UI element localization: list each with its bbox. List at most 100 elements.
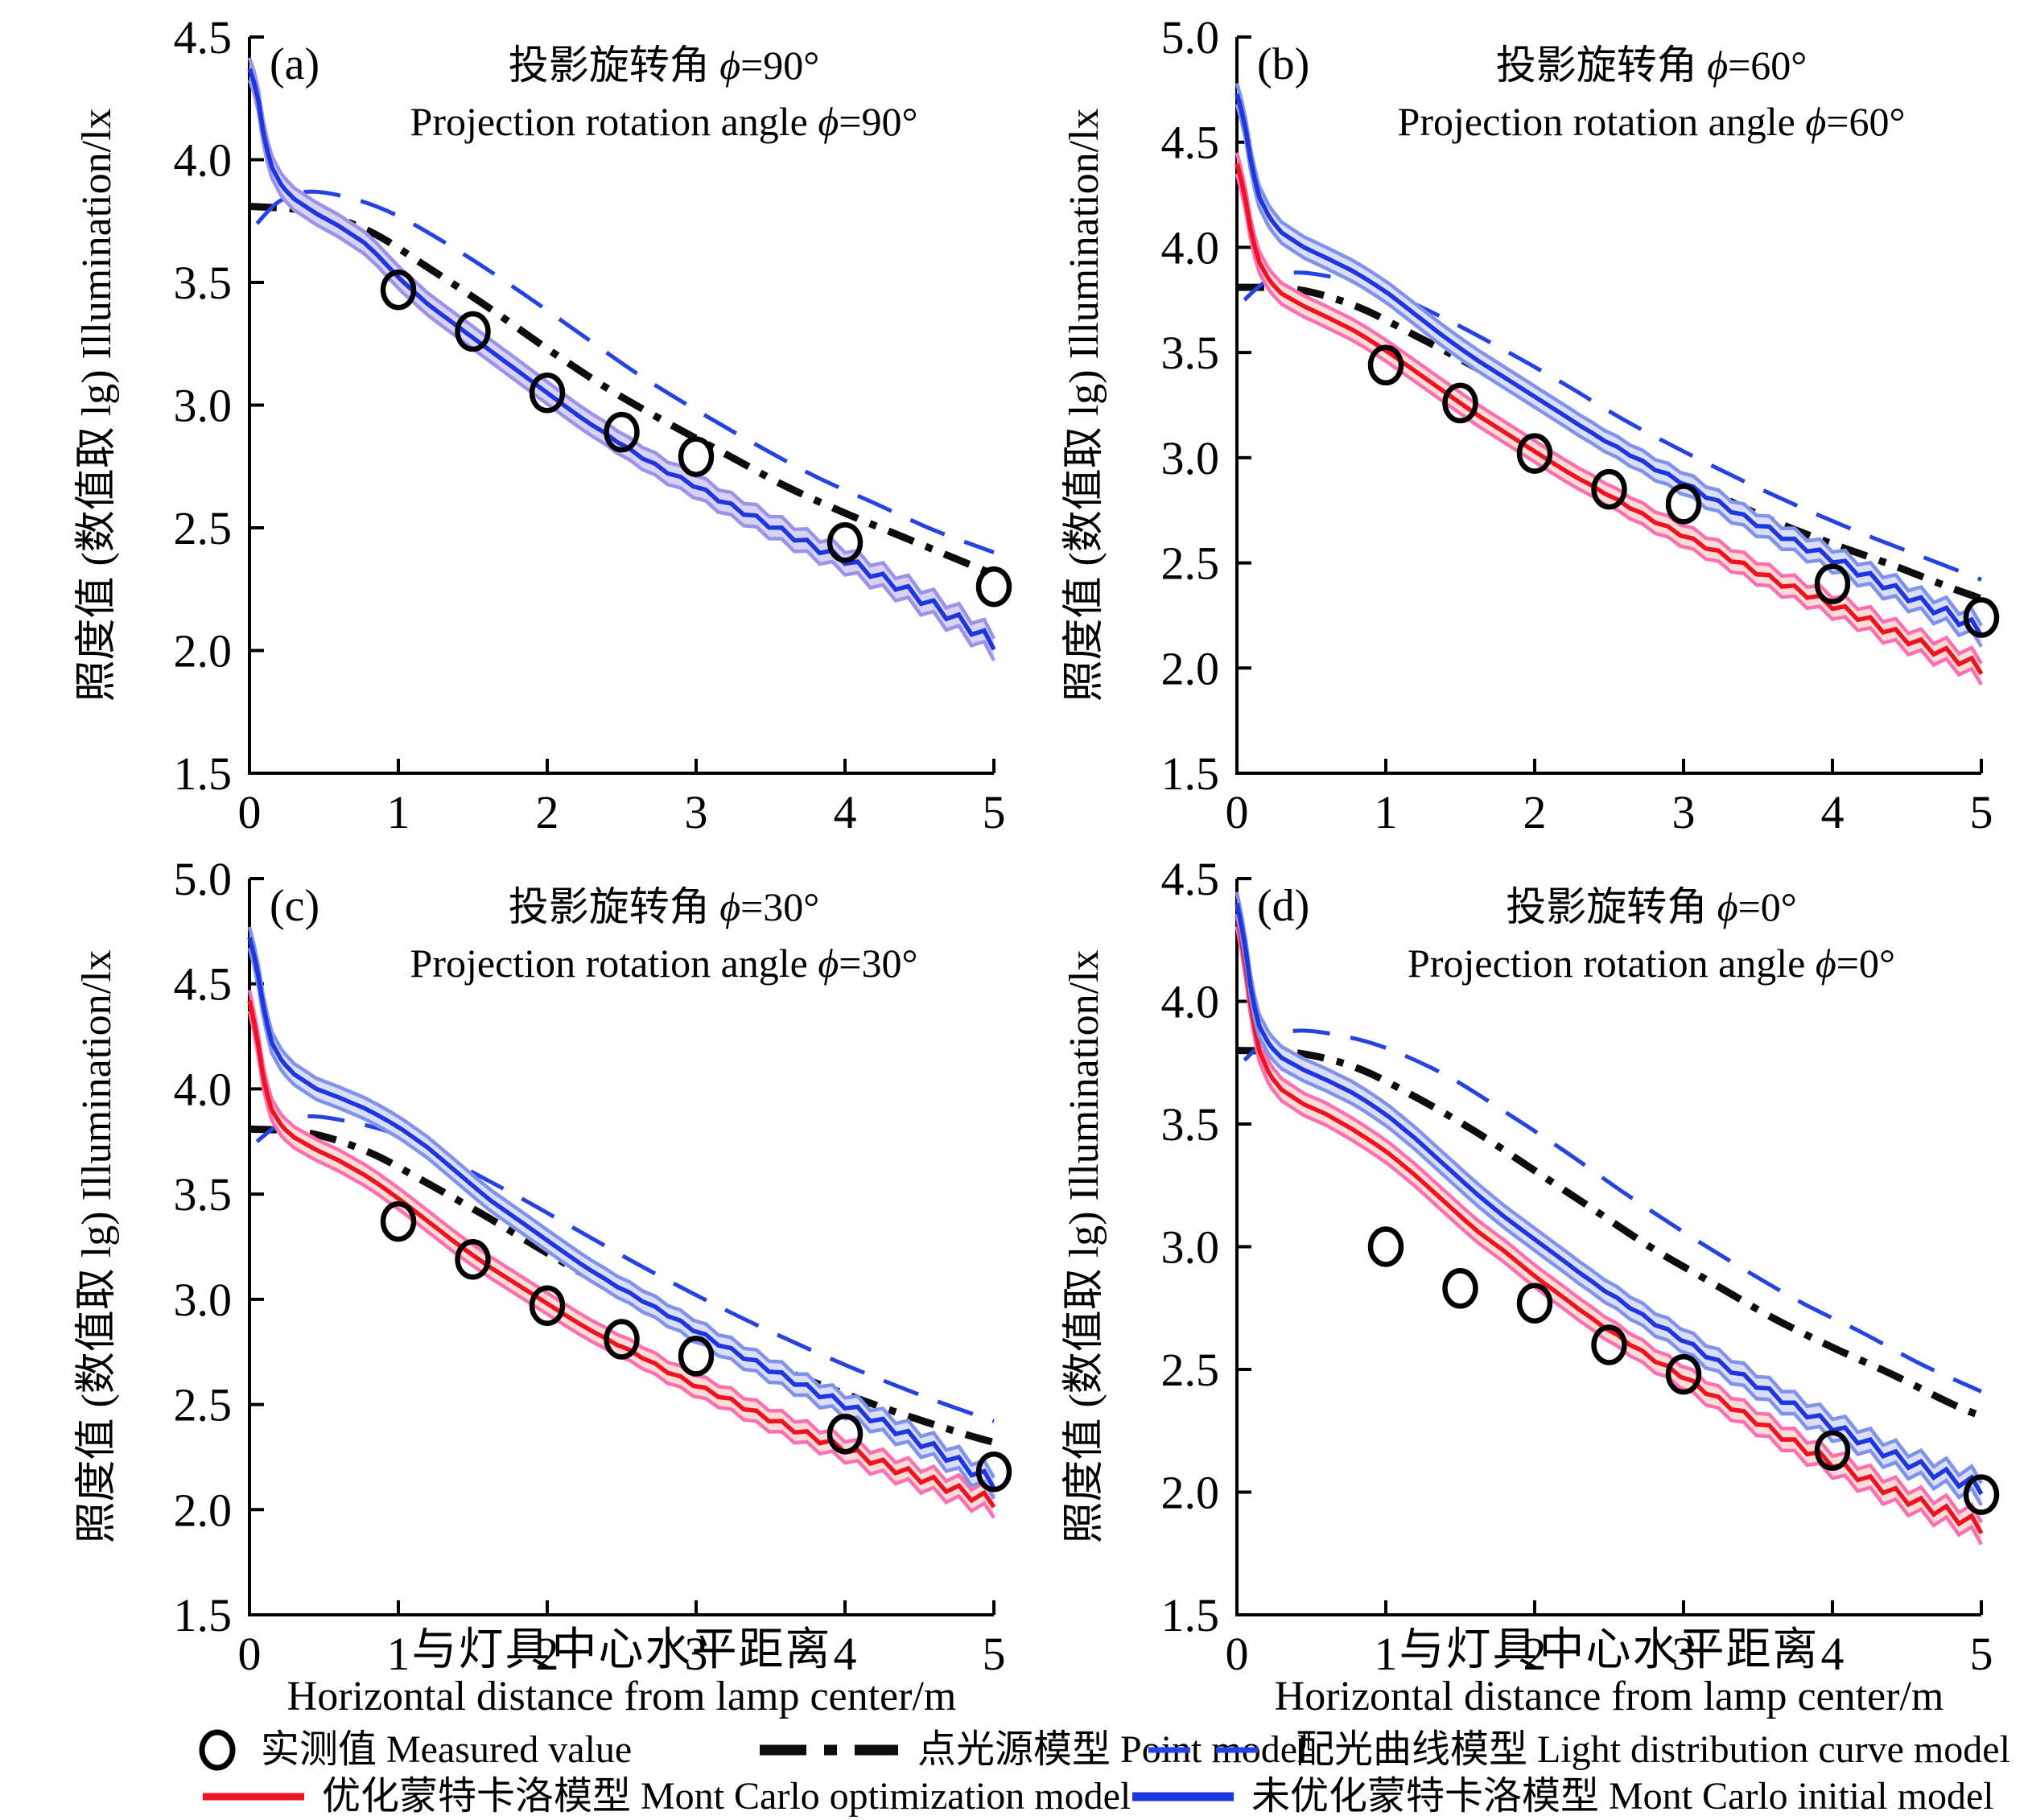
panel-title-zh: 投影旋转角 ϕ=60° [1496, 43, 1807, 88]
y-tick-label: 4.5 [174, 958, 233, 1011]
mc-optimized-band-bottom [1235, 926, 1983, 1546]
legend-label-mc-initial: 未优化蒙特卡洛模型 Mont Carlo initial model [1251, 1775, 1994, 1818]
x-tick-label: 0 [1226, 786, 1249, 838]
y-tick-label: 3.0 [174, 380, 233, 432]
blue-solid-line-icon [1132, 1792, 1234, 1801]
measured-circle-icon [199, 1729, 236, 1771]
point-model-line [249, 202, 995, 579]
legend-item-mc-initial: 未优化蒙特卡洛模型 Mont Carlo initial model [1131, 1773, 1994, 1820]
x-tick-label: 5 [1970, 1628, 1993, 1680]
chart-panel-c: 1.5 2.0 2.5 3.0 3.5 4.0 4.5 5.0 0 1 2 3 4 5 照度值 (数值取 l… [74, 853, 1012, 1680]
panel-letter: (a) [270, 39, 319, 89]
measured-point [1814, 1430, 1851, 1471]
legend-item-dist-model: 配光曲线模型 Light distribution curve model [1147, 1727, 2010, 1773]
x-axis-title-en-left: Horizontal distance from lamp center/m [286, 1674, 957, 1719]
measured-point [826, 522, 864, 563]
y-tick-label: 4.5 [1161, 853, 1220, 905]
measured-point [1516, 433, 1553, 474]
y-tick-label: 2.0 [174, 1484, 233, 1536]
y-tick-label: 2.0 [1161, 642, 1220, 694]
y-axis-title: 照度值 (数值取 lg) Illumination/lx [1061, 108, 1107, 702]
measured-point [975, 1451, 1012, 1493]
legend-item-mc-optimized: 优化蒙特卡洛模型 Mont Carlo optimization model [201, 1773, 1131, 1820]
red-solid-line-icon [203, 1793, 304, 1801]
dist-model-line [1243, 1028, 1983, 1394]
mc-initial-band-top [1235, 891, 1983, 1484]
panel-title-zh: 投影旋转角 ϕ=90° [509, 43, 820, 88]
x-tick-label: 5 [983, 1628, 1006, 1680]
axes [248, 877, 995, 1616]
y-tick-label: 4.5 [1161, 117, 1220, 169]
measured-point [1665, 1353, 1702, 1395]
mc-initial-band-top [1235, 82, 1983, 627]
measured-point [678, 436, 715, 477]
measured-point [826, 1413, 864, 1455]
y-tick-label: 3.0 [174, 1274, 233, 1326]
x-tick-label: 2 [1523, 1628, 1547, 1680]
panel-title-zh: 投影旋转角 ϕ=30° [509, 884, 820, 929]
measured-point [604, 1319, 640, 1360]
mc-optimized-line [1235, 163, 1984, 676]
y-tick-label: 2.5 [1161, 537, 1220, 590]
legend-label-mc-optimized: 优化蒙特卡洛模型 Mont Carlo optimization model [322, 1775, 1131, 1818]
x-tick-label: 3 [685, 1628, 708, 1680]
panel-letter: (d) [1257, 881, 1309, 931]
measured-point [380, 269, 417, 311]
y-axis-title: 照度值 (数值取 lg) Illumination/lx [74, 949, 120, 1543]
mc-initial-band-top [247, 926, 995, 1479]
axes [1235, 877, 1983, 1616]
y-tick-label: 2.0 [1161, 1467, 1220, 1519]
measured-point [604, 411, 640, 453]
mc-optimized-band [249, 990, 994, 1518]
measured-point [529, 1285, 566, 1326]
mc-initial-band-top [247, 57, 996, 640]
y-tick-label: 1.5 [1161, 1589, 1220, 1641]
legend-item-measured: 实测值 Measured value [192, 1727, 632, 1773]
measured-point [678, 1336, 715, 1377]
y-tick-label: 4.0 [174, 134, 233, 187]
y-tick-label: 1.5 [174, 1589, 233, 1641]
point-model-line [249, 1125, 995, 1446]
measured-point [1367, 1226, 1404, 1267]
dist-model-line [1243, 270, 1982, 582]
measured-point [975, 566, 1012, 607]
mc-optimized-band-bottom [247, 1011, 995, 1519]
x-tick-label: 0 [1226, 1628, 1249, 1680]
panel-title-en: Projection rotation angle ϕ=90° [410, 99, 918, 144]
y-tick-label: 4.0 [174, 1063, 233, 1115]
axes [248, 35, 995, 775]
y-tick-label: 3.5 [174, 1168, 233, 1221]
panel-title-en: Projection rotation angle ϕ=0° [1408, 941, 1895, 986]
x-tick-label: 3 [1672, 1628, 1696, 1680]
mc-initial-line [247, 937, 996, 1489]
x-tick-label: 1 [1375, 786, 1398, 838]
dist-model-line [255, 189, 995, 554]
measured-point [1516, 1283, 1553, 1324]
mc-initial-band [249, 927, 994, 1499]
y-tick-label: 5.0 [1161, 11, 1220, 64]
x-tick-label: 4 [1821, 1628, 1845, 1680]
measured-point [380, 1200, 417, 1242]
mc-initial-band-bottom [1235, 913, 1983, 1506]
y-tick-label: 4.0 [1161, 976, 1220, 1028]
x-tick-label: 4 [834, 1628, 857, 1680]
panel-title-zh: 投影旋转角 ϕ=0° [1506, 884, 1797, 929]
x-axis-title-zh-right: 与灯具中心水平距离 [1399, 1625, 1820, 1675]
y-tick-label: 3.0 [1161, 432, 1220, 484]
panel-title-en: Projection rotation angle ϕ=30° [410, 941, 918, 986]
x-tick-label: 1 [387, 786, 410, 838]
mc-optimized-band [1237, 152, 1981, 685]
x-tick-label: 0 [238, 786, 262, 838]
x-axis-title-en-right: Horizontal distance from lamp center/m [1274, 1674, 1944, 1719]
measured-point [455, 311, 491, 352]
mc-optimized-band-bottom [1235, 173, 1983, 686]
mc-initial-band-bottom [1235, 104, 1983, 648]
y-tick-label: 3.5 [1161, 327, 1220, 379]
mc-initial-line [1235, 93, 1984, 637]
mc-optimized-band-top [1235, 904, 1983, 1524]
x-tick-label: 3 [1672, 786, 1696, 838]
axes [1235, 35, 1983, 775]
x-tick-label: 4 [834, 786, 857, 838]
x-tick-label: 4 [1821, 786, 1845, 838]
y-tick-label: 3.0 [1161, 1221, 1220, 1274]
